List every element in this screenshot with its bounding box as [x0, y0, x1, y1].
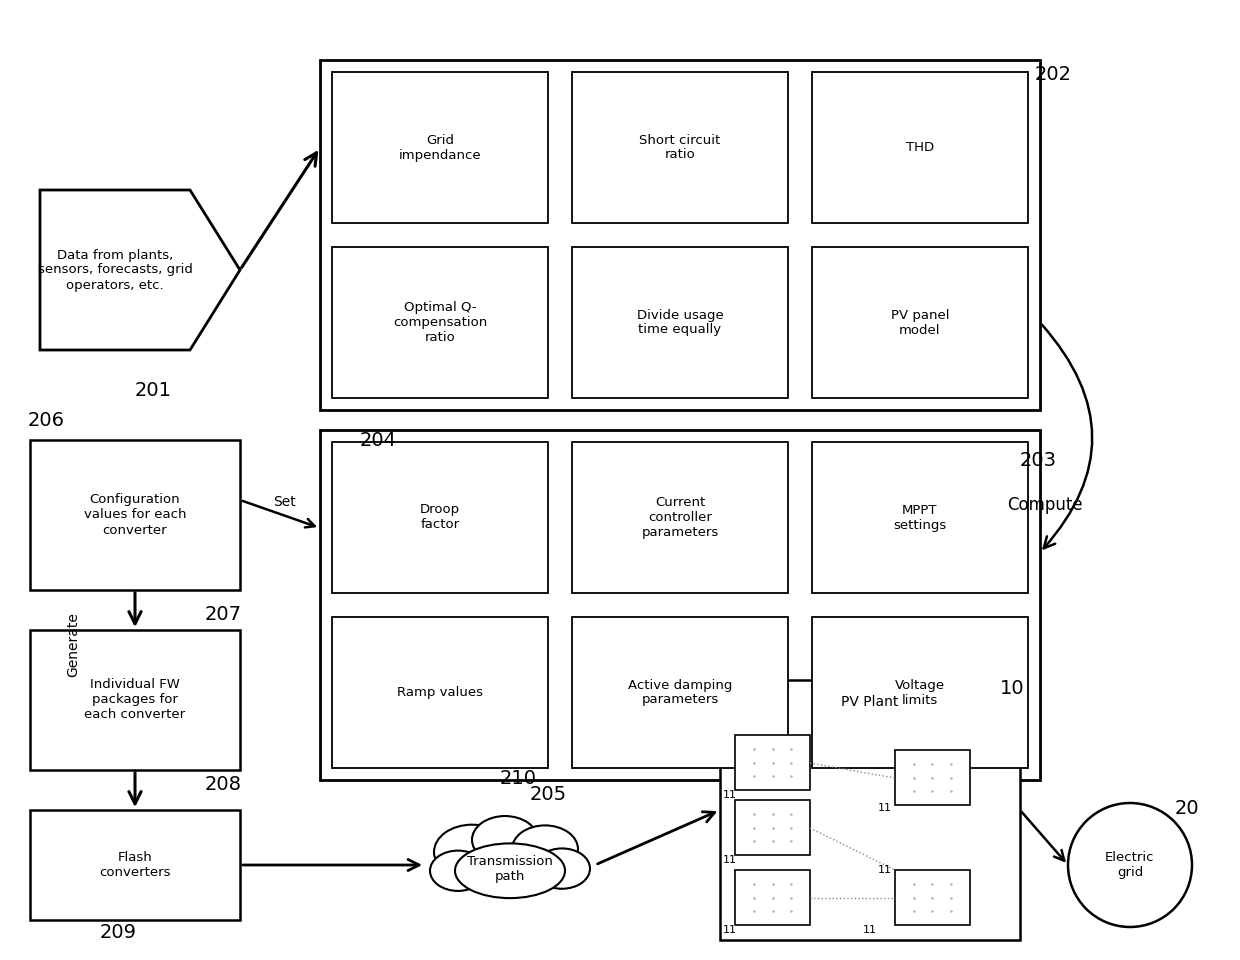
Text: 204: 204: [360, 430, 397, 449]
Text: Compute: Compute: [1007, 496, 1083, 514]
Text: 205: 205: [529, 785, 567, 804]
FancyArrowPatch shape: [243, 501, 315, 527]
Text: Current
controller
parameters: Current controller parameters: [641, 496, 719, 539]
Bar: [812, 247, 1028, 398]
Text: 11: 11: [723, 855, 737, 865]
Text: Active damping
parameters: Active damping parameters: [627, 679, 732, 707]
Bar: [572, 442, 787, 593]
Bar: [30, 630, 241, 770]
Text: Individual FW
packages for
each converter: Individual FW packages for each converte…: [84, 679, 186, 722]
Text: 11: 11: [723, 790, 737, 800]
Bar: [320, 430, 1040, 780]
Text: Optimal Q-
compensation
ratio: Optimal Q- compensation ratio: [393, 301, 487, 344]
Text: Divide usage
time equally: Divide usage time equally: [636, 308, 723, 337]
FancyArrowPatch shape: [242, 153, 316, 268]
Bar: [30, 810, 241, 920]
Text: Droop
factor: Droop factor: [420, 503, 460, 532]
Bar: [895, 870, 970, 925]
Bar: [320, 60, 1040, 410]
Bar: [720, 680, 1021, 940]
Bar: [735, 800, 810, 855]
Ellipse shape: [430, 851, 486, 891]
Bar: [572, 247, 787, 398]
Text: Flash
converters: Flash converters: [99, 851, 171, 879]
Text: 11: 11: [723, 925, 737, 935]
Ellipse shape: [512, 826, 578, 873]
FancyArrowPatch shape: [129, 592, 141, 624]
Bar: [735, 735, 810, 790]
Text: 210: 210: [500, 769, 537, 787]
FancyArrowPatch shape: [129, 773, 141, 804]
Text: Short circuit
ratio: Short circuit ratio: [640, 133, 720, 161]
FancyArrowPatch shape: [1042, 324, 1092, 548]
Bar: [812, 72, 1028, 223]
Text: 202: 202: [1035, 65, 1073, 84]
Ellipse shape: [534, 849, 590, 889]
Text: 20: 20: [1176, 799, 1199, 818]
Text: 207: 207: [205, 606, 242, 625]
Ellipse shape: [434, 825, 510, 879]
Bar: [812, 617, 1028, 768]
Bar: [812, 442, 1028, 593]
Text: 209: 209: [100, 923, 136, 942]
Text: 11: 11: [878, 865, 892, 875]
Text: Configuration
values for each
converter: Configuration values for each converter: [84, 493, 186, 537]
Text: Set: Set: [274, 495, 296, 509]
Bar: [572, 617, 787, 768]
Bar: [332, 72, 548, 223]
Text: Electric
grid: Electric grid: [1105, 851, 1154, 879]
Text: Ramp values: Ramp values: [397, 686, 484, 699]
Text: Data from plants,
sensors, forecasts, grid
operators, etc.: Data from plants, sensors, forecasts, gr…: [37, 249, 192, 292]
Text: 11: 11: [878, 803, 892, 813]
Bar: [30, 440, 241, 590]
FancyArrowPatch shape: [598, 812, 714, 864]
Text: 11: 11: [863, 925, 877, 935]
Bar: [895, 750, 970, 805]
Text: Generate: Generate: [66, 612, 81, 678]
FancyArrowPatch shape: [243, 859, 419, 871]
Text: THD: THD: [906, 141, 934, 154]
Bar: [332, 442, 548, 593]
Bar: [332, 617, 548, 768]
Polygon shape: [40, 190, 241, 350]
Ellipse shape: [455, 844, 565, 899]
Ellipse shape: [472, 816, 538, 864]
Text: 203: 203: [1021, 450, 1056, 469]
Text: MPPT
settings: MPPT settings: [893, 503, 946, 532]
Circle shape: [1068, 803, 1192, 927]
Text: Grid
impendance: Grid impendance: [399, 133, 481, 161]
Text: PV Plant: PV Plant: [841, 695, 899, 709]
Text: 208: 208: [205, 776, 242, 795]
Text: Voltage
limits: Voltage limits: [895, 679, 945, 707]
Text: PV panel
model: PV panel model: [890, 308, 950, 337]
Text: 206: 206: [29, 411, 64, 429]
Text: Transmission
path: Transmission path: [467, 854, 553, 882]
Bar: [332, 247, 548, 398]
Bar: [572, 72, 787, 223]
Bar: [735, 870, 810, 925]
FancyArrowPatch shape: [1022, 812, 1064, 861]
Text: 10: 10: [999, 679, 1024, 698]
Text: 201: 201: [135, 380, 172, 399]
